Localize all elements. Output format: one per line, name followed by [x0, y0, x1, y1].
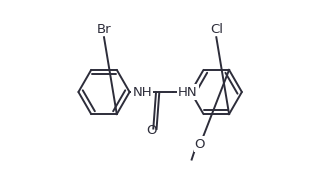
Text: Cl: Cl	[211, 23, 224, 36]
Text: NH: NH	[133, 86, 152, 98]
Text: HN: HN	[178, 86, 198, 98]
Text: O: O	[195, 138, 205, 151]
Text: O: O	[146, 124, 157, 137]
Text: Br: Br	[97, 23, 111, 36]
